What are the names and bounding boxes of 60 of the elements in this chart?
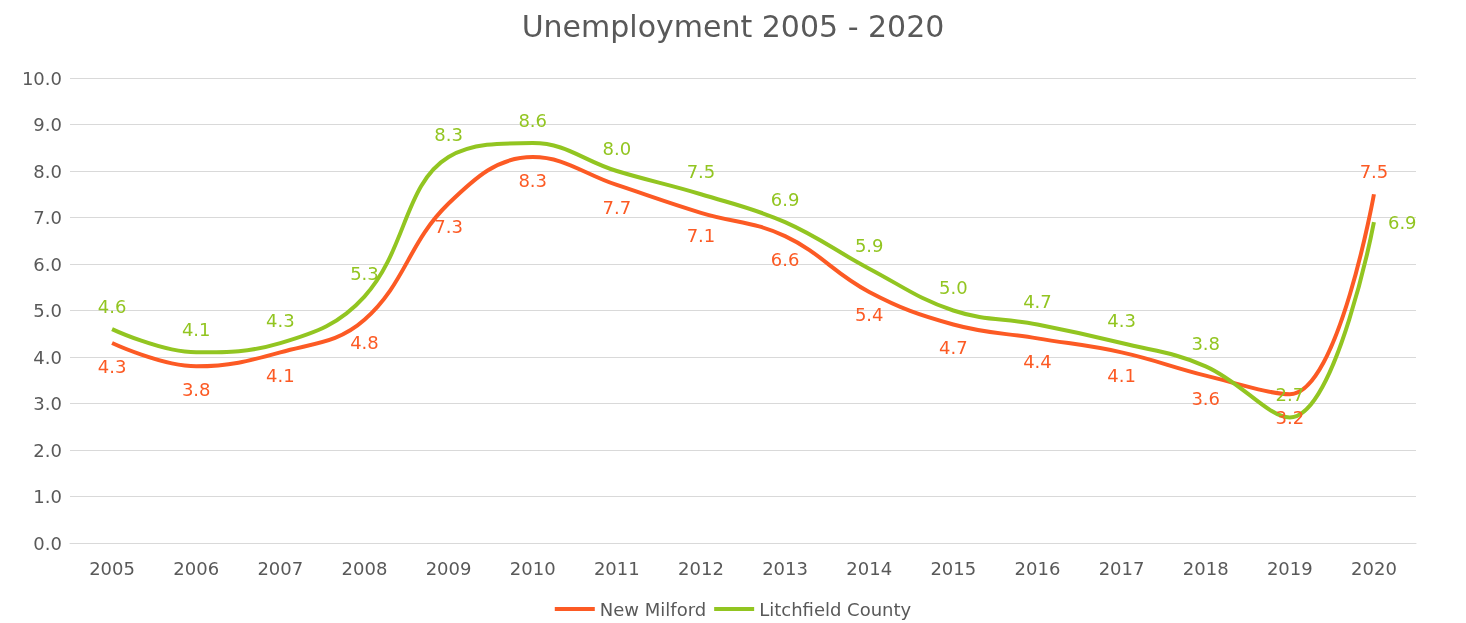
x-tick-label: 2015: [930, 557, 977, 579]
y-tick-label: 10.0: [21, 67, 62, 89]
legend-label: New Milford: [599, 598, 707, 620]
legend-label: Litchfield County: [759, 598, 912, 620]
data-label: 7.1: [686, 225, 716, 247]
data-label: 7.3: [434, 216, 463, 238]
data-label: 7.5: [686, 160, 716, 182]
data-label: 4.4: [1023, 350, 1052, 372]
data-label: 4.3: [97, 355, 127, 377]
x-tick-label: 2009: [425, 557, 472, 579]
data-label: 8.6: [518, 109, 548, 131]
chart-title: Unemployment 2005 - 2020: [521, 8, 945, 44]
x-tick-label: 2008: [341, 557, 388, 579]
data-label: 8.3: [434, 123, 463, 145]
data-label: 5.0: [938, 277, 968, 298]
data-label: 4.3: [1107, 309, 1136, 331]
data-label: 4.7: [1023, 290, 1052, 312]
data-label: 4.1: [181, 318, 211, 340]
data-label: 4.6: [97, 295, 127, 317]
data-label: 6.9: [1387, 211, 1417, 233]
data-label: 8.3: [518, 169, 548, 191]
x-tick-label: 2011: [593, 557, 640, 579]
data-label: 4.8: [350, 332, 379, 354]
data-label: 5.4: [854, 304, 884, 326]
data-label: 6.6: [770, 248, 800, 270]
x-tick-label: 2020: [1351, 557, 1397, 579]
x-tick-label: 2007: [257, 557, 304, 579]
data-label: 6.9: [770, 188, 800, 210]
y-tick-label: 8.0: [33, 160, 62, 182]
y-tick-label: 5.0: [33, 300, 62, 321]
x-tick-label: 2019: [1266, 557, 1313, 579]
x-tick-label: 2016: [1014, 557, 1061, 579]
x-tick-label: 2018: [1182, 557, 1229, 579]
data-label: 3.6: [1191, 388, 1221, 410]
data-label: 7.5: [1359, 160, 1389, 182]
y-tick-label: 2.0: [33, 439, 62, 461]
x-tick-label: 2012: [678, 557, 724, 579]
data-label: 4.7: [938, 336, 968, 358]
data-label: 4.1: [1107, 364, 1136, 386]
data-label: 7.7: [602, 197, 632, 219]
y-tick-label: 0.0: [33, 532, 62, 554]
data-label: 5.9: [854, 235, 884, 257]
data-label: 4.1: [265, 364, 295, 386]
y-tick-label: 9.0: [33, 114, 62, 135]
data-label: 3.8: [1191, 332, 1221, 354]
x-tick-label: 2014: [846, 557, 893, 579]
data-label: 4.3: [265, 309, 295, 331]
x-tick-label: 2017: [1098, 557, 1145, 579]
y-tick-label: 1.0: [33, 486, 62, 507]
y-tick-label: 4.0: [33, 346, 62, 368]
x-tick-label: 2013: [762, 557, 808, 579]
data-label: 3.8: [181, 378, 211, 400]
data-label: 5.3: [350, 263, 379, 285]
y-tick-label: 7.0: [33, 207, 62, 228]
x-tick-label: 2010: [509, 557, 556, 579]
y-tick-label: 6.0: [33, 253, 62, 275]
x-tick-label: 2005: [89, 557, 135, 579]
data-label: 8.0: [602, 137, 632, 159]
x-tick-label: 2006: [173, 557, 220, 579]
y-tick-label: 3.0: [33, 393, 62, 414]
